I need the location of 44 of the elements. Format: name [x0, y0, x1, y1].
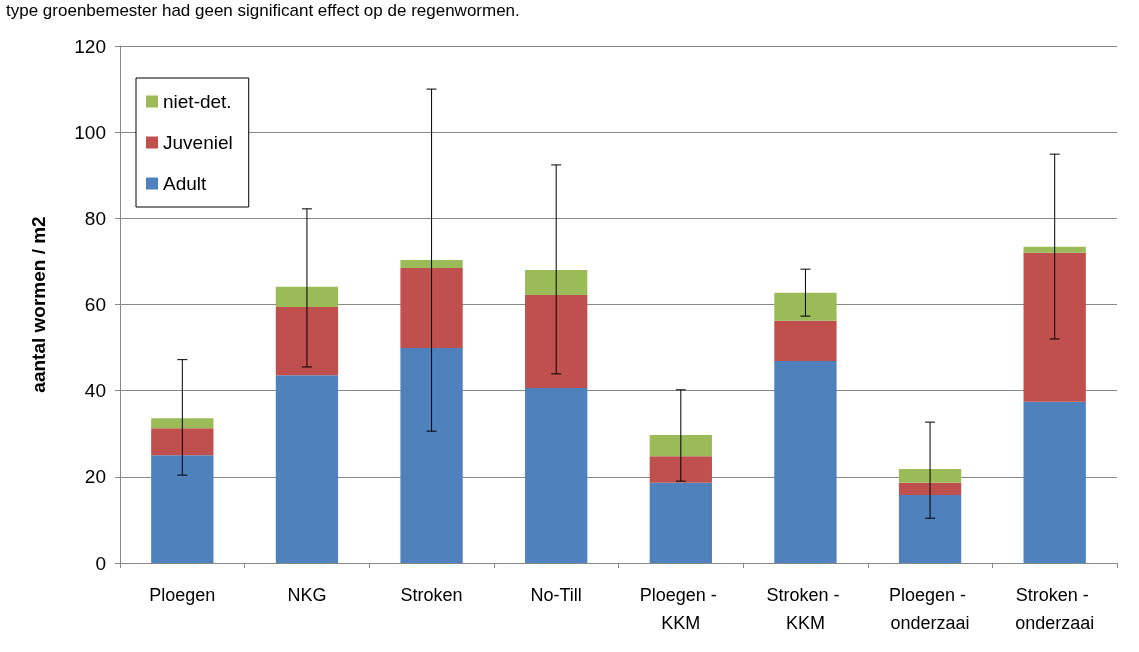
bar [151, 418, 214, 429]
y-tick-label: 80 [84, 207, 106, 229]
y-tick-label: 60 [84, 294, 106, 315]
x-tick-label: Ploegen [149, 585, 216, 605]
x-tick-label: Ploegen - KKM [639, 585, 722, 633]
bar [649, 482, 712, 563]
bar [649, 435, 712, 457]
bar [774, 320, 837, 361]
x-tick-label: Ploegen - onderzaai [889, 585, 972, 633]
bar [275, 375, 339, 563]
bar [400, 267, 463, 349]
text: type groenbemester had geen significant effect op de regenwormen. [6, 1, 520, 20]
bar [898, 494, 962, 563]
bar [151, 428, 214, 456]
legend-label: Juveniel [163, 132, 233, 153]
bar [774, 292, 837, 321]
bar [151, 455, 214, 563]
legend-label: niet-det. [163, 91, 232, 112]
bar [1023, 401, 1086, 563]
bar [1023, 252, 1086, 402]
bar [400, 260, 463, 268]
y-tick-label: 0 [95, 552, 106, 574]
bar [275, 307, 339, 376]
x-tick-label: Stroken - KKM [766, 585, 845, 633]
bar [649, 456, 712, 483]
bar [898, 482, 962, 495]
x-tick-label: No-Till [530, 585, 582, 605]
bar [898, 469, 962, 483]
y-tick-label: 40 [84, 380, 106, 402]
bar [525, 295, 588, 389]
x-tick-label: Stroken - onderzaai [1015, 585, 1095, 633]
y-axis-title: aantal wormen / m2 [28, 216, 49, 393]
x-tick-label: NKG [287, 585, 327, 605]
y-tick-label: 100 [74, 121, 106, 143]
y-tick-label: 20 [84, 466, 106, 488]
bar [1023, 246, 1086, 253]
bar [774, 360, 837, 563]
y-tick-label: 120 [74, 35, 106, 57]
legend-label: Adult [163, 173, 208, 194]
x-tick-label: Stroken [400, 585, 463, 605]
bar [275, 286, 339, 308]
bar [525, 388, 588, 563]
bar [525, 270, 588, 296]
bar [400, 348, 463, 563]
